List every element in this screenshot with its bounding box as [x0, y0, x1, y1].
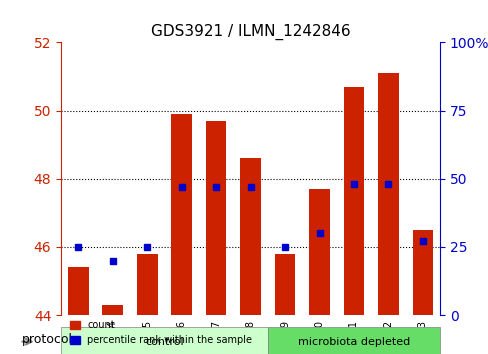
Text: control: control — [145, 337, 183, 347]
Bar — [412, 230, 432, 315]
Bar — [274, 254, 295, 315]
Bar — [171, 114, 192, 315]
Bar — [343, 87, 364, 315]
Bar — [102, 305, 123, 315]
Bar — [68, 267, 88, 315]
Text: microbiota depleted: microbiota depleted — [297, 337, 409, 347]
FancyBboxPatch shape — [61, 327, 267, 354]
Legend: count, percentile rank within the sample: count, percentile rank within the sample — [66, 316, 256, 349]
Bar — [308, 189, 329, 315]
Title: GDS3921 / ILMN_1242846: GDS3921 / ILMN_1242846 — [150, 23, 350, 40]
FancyBboxPatch shape — [267, 327, 439, 354]
Bar — [205, 121, 226, 315]
Bar — [137, 254, 157, 315]
Bar — [377, 73, 398, 315]
Bar — [240, 158, 261, 315]
Text: protocol: protocol — [22, 333, 73, 346]
